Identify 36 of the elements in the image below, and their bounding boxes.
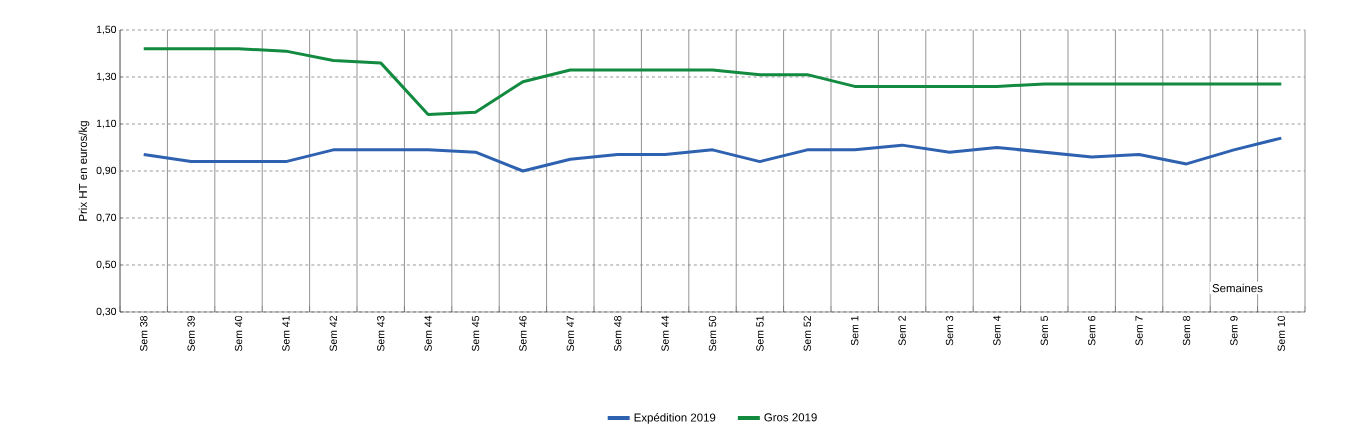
y-tick-label: 0,30 — [96, 307, 117, 317]
x-axis-title: Semaines — [1212, 283, 1263, 293]
x-tick-label: Sem 45 — [471, 315, 480, 352]
y-tick-label: 0,90 — [96, 166, 117, 176]
legend-label: Expédition 2019 — [634, 413, 716, 424]
x-tick-label: Sem 40 — [234, 315, 243, 352]
x-tick-label: Sem 10 — [1277, 315, 1286, 352]
y-tick-label: 0,50 — [96, 260, 117, 270]
x-tick-label: Sem 38 — [140, 315, 148, 352]
x-tick-label: Sem 41 — [282, 316, 290, 352]
x-tick-label: Sem 44 — [661, 315, 669, 352]
x-tick-label: Sem 48 — [614, 315, 622, 352]
x-tick-label: Sem 39 — [187, 316, 195, 352]
x-tick-label: Sem 1 — [851, 316, 859, 346]
y-tick-label: 1,50 — [96, 25, 117, 35]
x-tick-label: Sem 43 — [377, 315, 385, 352]
x-tick-label: Sem 47 — [566, 316, 575, 352]
x-tick-label: Sem 42 — [329, 316, 338, 352]
x-tick-label: Sem 44 — [424, 315, 432, 352]
x-tick-label: Sem 8 — [1182, 315, 1191, 346]
x-tick-label: Sem 51 — [756, 316, 764, 352]
x-tick-label: Sem 2 — [898, 316, 906, 346]
legend-label: Gros 2019 — [764, 413, 817, 422]
x-tick-label: Sem 9 — [1230, 316, 1238, 346]
x-tick-label: Sem 3 — [945, 315, 954, 346]
x-tick-label: Sem 4 — [993, 315, 1001, 346]
x-tick-label: Sem 7 — [1135, 316, 1143, 346]
y-tick-label: 1,10 — [96, 119, 117, 129]
x-tick-label: Sem 6 — [1088, 315, 1096, 346]
y-tick-label: 0,70 — [96, 213, 117, 223]
x-tick-label: Sem 5 — [1040, 315, 1049, 346]
x-tick-label: Sem 52 — [803, 316, 812, 352]
x-tick-label: Sem 46 — [519, 315, 527, 352]
y-tick-label: 1,30 — [96, 72, 117, 82]
y-axis-title: Prix HT en euros/kg — [78, 121, 90, 221]
x-tick-label: Sem 50 — [708, 315, 717, 352]
